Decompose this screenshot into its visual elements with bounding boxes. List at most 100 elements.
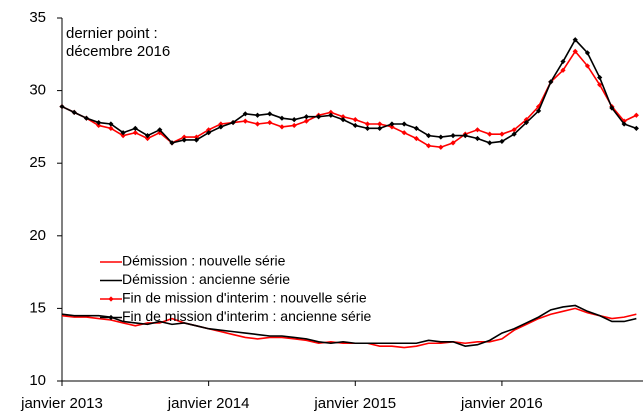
series-marker [633,112,639,118]
series-marker [487,131,493,137]
series-marker [181,137,187,143]
series-marker [584,50,591,56]
series-marker [169,140,175,146]
series-marker [267,111,273,117]
series-marker [218,121,224,127]
series-marker [389,121,395,127]
y-tick-label: 35 [29,9,46,26]
series-marker [401,121,407,127]
series-marker [291,122,297,129]
series-marker [352,122,358,129]
series-marker [291,117,297,123]
series-marker [242,118,248,124]
series-marker [438,144,444,150]
series-line [61,38,637,144]
series-marker [303,118,309,124]
legend-marker [108,296,114,302]
series-marker [303,114,309,120]
series-marker [340,114,346,120]
series-marker [474,127,481,133]
series-marker [474,135,481,142]
y-tick-label: 10 [29,372,46,389]
series-marker [413,135,419,142]
series-marker [108,125,114,131]
series-marker [120,130,126,136]
x-tick-label: janvier 2014 [167,395,250,412]
series-marker [426,133,432,139]
series-marker [83,115,90,121]
series-marker [413,125,419,131]
series-marker [426,143,432,149]
series-marker [132,130,138,136]
series-marker [279,115,285,121]
series-marker [132,125,138,131]
series-marker [633,125,639,131]
x-tick-label: janvier 2015 [313,395,396,412]
series-marker [96,122,102,129]
series-marker [450,133,456,139]
series-marker [499,138,505,145]
series-marker [242,111,248,117]
series-marker [487,140,493,146]
series-marker [523,119,529,126]
series-marker [572,37,578,43]
series-marker [450,140,456,146]
series-marker [572,48,578,54]
series-marker [144,133,151,139]
series-marker [621,121,627,127]
legend-label: Fin de mission d'interim : nouvelle séri… [122,290,367,306]
x-tick-label: janvier 2013 [20,395,103,412]
series-line [61,50,637,149]
series-marker [548,79,554,85]
series-line [61,304,637,347]
series-marker [560,58,566,65]
series-marker [59,103,65,110]
series-marker [560,67,566,73]
series-marker [108,121,114,127]
series-marker [340,117,346,123]
series-marker [206,130,212,136]
x-tick-label: janvier 2016 [460,395,543,412]
annotation: dernier point : [66,25,158,42]
series-marker [267,119,273,126]
series-marker [157,127,163,133]
series-marker [71,109,77,115]
series-marker [144,135,151,142]
series-marker [328,109,334,115]
series-marker [230,119,236,126]
series-marker [279,124,285,130]
series-marker [352,117,358,123]
legend-label: Démission : nouvelle série [122,253,286,269]
series-marker [206,127,212,133]
series-marker [609,105,615,111]
series-marker [364,121,371,127]
legend-label: Démission : ancienne série [122,271,290,287]
series-marker [181,134,187,140]
series-marker [511,127,517,133]
series-marker [96,119,102,126]
series-marker [328,112,334,118]
series-marker [377,121,383,127]
series-marker [389,124,395,130]
y-tick-label: 30 [29,82,46,99]
series-marker [401,130,407,136]
y-tick-label: 15 [29,299,46,316]
series-marker [377,125,383,131]
series-marker [193,137,200,143]
legend-marker [108,314,114,321]
series-marker [120,133,126,139]
series-marker [499,131,505,137]
series-marker [254,112,261,118]
series-marker [535,108,542,114]
series-marker [597,82,603,88]
series-marker [462,133,468,139]
legend-label: Fin de mission d'interim : ancienne séri… [122,308,372,324]
series-marker [584,63,591,69]
series-marker [597,74,603,81]
series-marker [364,125,371,131]
series-marker [218,124,224,130]
series-marker [511,131,517,137]
y-tick-label: 20 [29,227,46,244]
series-marker [523,117,529,123]
